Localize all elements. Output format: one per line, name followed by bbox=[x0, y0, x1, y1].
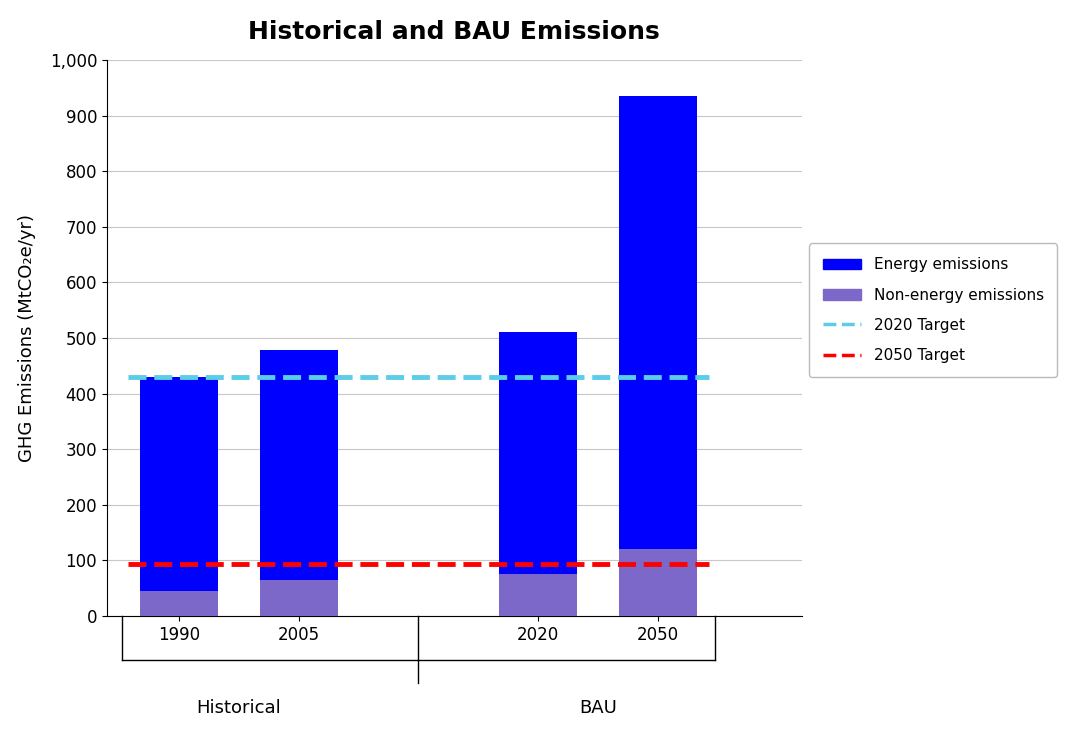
Y-axis label: GHG Emissions (MtCO₂e/yr): GHG Emissions (MtCO₂e/yr) bbox=[18, 214, 35, 462]
Bar bbox=[140, 377, 218, 591]
Bar bbox=[260, 580, 338, 616]
Bar bbox=[619, 96, 697, 549]
Bar bbox=[260, 350, 338, 580]
Bar bbox=[619, 549, 697, 616]
Bar bbox=[499, 574, 577, 616]
Text: BAU: BAU bbox=[579, 699, 617, 717]
Bar bbox=[140, 591, 218, 616]
Bar bbox=[499, 333, 577, 574]
Title: Historical and BAU Emissions: Historical and BAU Emissions bbox=[248, 20, 661, 44]
Legend: Energy emissions, Non-energy emissions, 2020 Target, 2050 Target: Energy emissions, Non-energy emissions, … bbox=[809, 243, 1057, 377]
Text: Historical: Historical bbox=[197, 699, 281, 717]
